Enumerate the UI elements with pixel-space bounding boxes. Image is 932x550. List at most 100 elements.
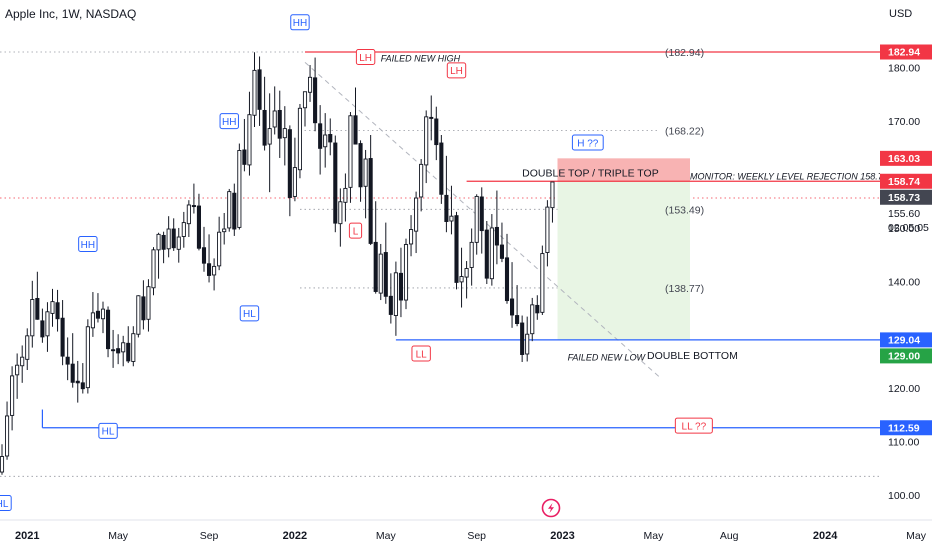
- swing-label[interactable]: LL: [411, 345, 431, 362]
- candle-body: [373, 241, 378, 292]
- price-tag-text: 158.73: [888, 192, 920, 204]
- swing-label[interactable]: H ??: [571, 134, 604, 151]
- price-tag[interactable]: 129.04: [880, 332, 932, 348]
- price-tick-label: 100.00: [888, 490, 920, 502]
- candle-body: [398, 272, 404, 301]
- swing-label-box: [355, 49, 376, 66]
- swing-label-box: [446, 62, 467, 79]
- candle: [403, 238, 409, 310]
- candle: [206, 234, 212, 283]
- candle: [111, 329, 116, 368]
- swing-label[interactable]: HL: [239, 305, 260, 322]
- swing-label[interactable]: HH: [78, 235, 98, 252]
- candle: [414, 191, 419, 254]
- swing-label-text: HH: [81, 240, 95, 251]
- annotation-layer: (182.94) (168.22) (153.49) (138.77) HH HH HH HL…: [0, 14, 888, 512]
- candle: [353, 87, 358, 145]
- time-axis: 2021 May Sep 2022 May Sep 2023 May Aug 2024 May: [0, 519, 932, 542]
- candle: [75, 360, 80, 403]
- candle: [328, 118, 333, 156]
- price-tag[interactable]: 112.59: [880, 420, 932, 436]
- candle: [105, 306, 111, 358]
- time-tick-label: Aug: [720, 530, 739, 542]
- candle-body: [535, 304, 540, 314]
- swing-label[interactable]: LL ??: [674, 417, 713, 434]
- candle: [525, 316, 530, 362]
- swing-label[interactable]: HL: [0, 495, 12, 512]
- candle: [126, 326, 131, 364]
- candle-body: [525, 333, 530, 355]
- candle: [358, 140, 363, 202]
- price-tag[interactable]: 163.03: [880, 150, 932, 166]
- target-zone[interactable]: [557, 181, 691, 341]
- fib-level-label: (138.77): [665, 283, 704, 295]
- candle: [292, 137, 297, 202]
- swing-label[interactable]: L: [348, 222, 363, 239]
- candle: [212, 258, 217, 291]
- candle-body: [55, 302, 60, 320]
- price-tag-bg: [880, 44, 932, 60]
- fib-level-label: (153.49): [665, 204, 704, 216]
- price-tag-text: 129.04: [888, 334, 920, 346]
- price-tag[interactable]: 182.94: [880, 44, 932, 60]
- candle-body: [424, 116, 429, 166]
- stop-loss-zone[interactable]: [557, 158, 691, 182]
- candle-body: [65, 356, 70, 365]
- candle: [191, 183, 196, 214]
- candle-body: [191, 205, 196, 208]
- candle: [131, 326, 136, 367]
- swing-label-box: [290, 14, 310, 31]
- candle-body: [388, 295, 393, 315]
- candle: [257, 56, 262, 126]
- candle-body: [30, 299, 35, 337]
- candle-body: [540, 253, 545, 313]
- candle: [30, 280, 35, 348]
- candle-body: [358, 143, 363, 188]
- swing-label[interactable]: LH: [446, 62, 467, 79]
- candle: [60, 300, 65, 366]
- candle: [237, 143, 242, 230]
- candle: [469, 228, 474, 286]
- price-tag[interactable]: 155.60: [888, 208, 920, 220]
- candle-body: [227, 191, 232, 229]
- swing-label-box: [571, 134, 604, 151]
- price-tag[interactable]: 158.73: [880, 189, 932, 205]
- candle-body: [414, 197, 419, 232]
- candle: [504, 233, 510, 304]
- candle: [287, 125, 292, 217]
- candle: [459, 247, 464, 308]
- candle-body: [40, 320, 45, 338]
- candle-body: [176, 236, 181, 250]
- candle: [388, 273, 393, 324]
- price-tag[interactable]: 129.00: [880, 348, 932, 364]
- candle-body: [0, 456, 5, 473]
- candle: [0, 444, 5, 475]
- candle-body: [328, 134, 333, 143]
- candle: [308, 65, 313, 102]
- swing-label-box: [411, 345, 431, 362]
- swing-label-text: LH: [359, 53, 372, 64]
- candles-layer: [0, 52, 555, 475]
- candle: [520, 315, 525, 363]
- swing-label[interactable]: HH: [290, 14, 310, 31]
- candle-body: [515, 315, 520, 324]
- candle: [20, 345, 25, 383]
- price-tag-bg: [880, 420, 932, 436]
- price-tag-bg: [880, 332, 932, 348]
- swing-label[interactable]: LH: [355, 49, 376, 66]
- candle-body: [308, 76, 313, 93]
- time-tick-label: Sep: [467, 530, 486, 542]
- price-tag[interactable]: 158.74: [880, 173, 932, 189]
- candle: [50, 288, 55, 327]
- time-tick-label: 2024: [813, 530, 838, 542]
- swing-label[interactable]: HL: [98, 422, 118, 439]
- lightning-icon[interactable]: [541, 498, 561, 518]
- swing-label-text: HL: [0, 499, 9, 510]
- swing-label[interactable]: HH: [219, 113, 239, 130]
- candle-body: [267, 128, 272, 145]
- price-tag-bg: [880, 189, 932, 205]
- candle-body: [257, 69, 262, 110]
- candle: [80, 363, 85, 394]
- candle: [232, 183, 237, 236]
